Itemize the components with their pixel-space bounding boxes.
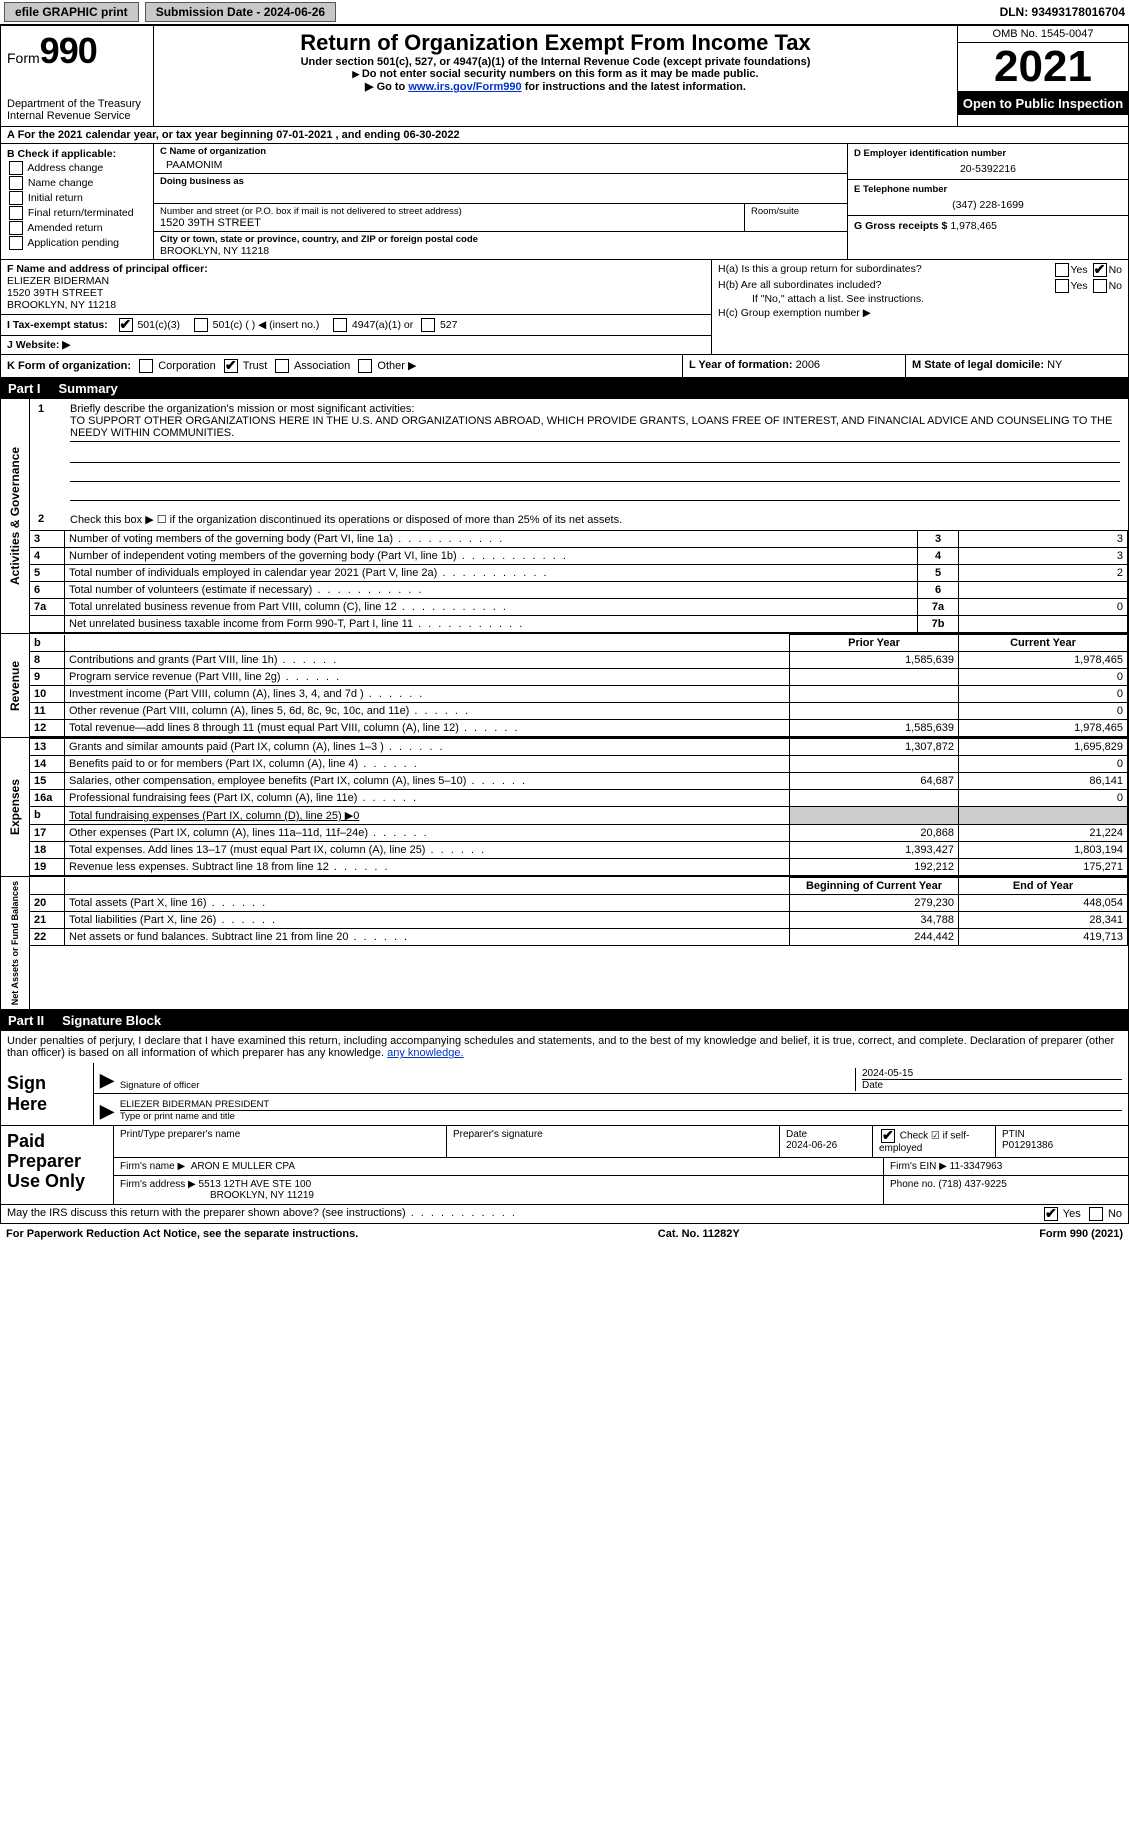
revenue-table: bPrior YearCurrent Year8Contributions an…: [30, 634, 1128, 737]
section-h: H(a) Is this a group return for subordin…: [712, 260, 1128, 322]
ck-4947[interactable]: [333, 318, 347, 332]
firm-ein: 11-3347963: [950, 1161, 1003, 1172]
ein-value: 20-5392216: [854, 159, 1122, 175]
ck-initial-return[interactable]: Initial return: [7, 191, 147, 205]
dln-label: DLN: 93493178016704: [1000, 5, 1125, 19]
sig-arrow-icon: ▶: [100, 1101, 114, 1122]
ck-hb-no[interactable]: [1093, 279, 1107, 293]
ck-address-change[interactable]: Address change: [7, 161, 147, 175]
dept-label: Department of the Treasury: [7, 98, 147, 110]
ck-name-change[interactable]: Name change: [7, 176, 147, 190]
expenses-table: 13Grants and similar amounts paid (Part …: [30, 738, 1128, 876]
form-title: Return of Organization Exempt From Incom…: [160, 30, 951, 56]
any-knowledge-link[interactable]: any knowledge.: [387, 1047, 463, 1059]
officer-name-title: ELIEZER BIDERMAN PRESIDENT: [120, 1099, 1122, 1110]
ck-trust[interactable]: [224, 359, 238, 373]
form-sub3: ▶ Go to www.irs.gov/Form990 for instruct…: [160, 80, 951, 93]
org-street: 1520 39TH STREET: [160, 217, 738, 229]
ck-corp[interactable]: [139, 359, 153, 373]
ck-discuss-yes[interactable]: [1044, 1207, 1058, 1221]
irs-link[interactable]: www.irs.gov/Form990: [408, 81, 521, 93]
omb-number: OMB No. 1545-0047: [958, 26, 1128, 43]
ck-assoc[interactable]: [275, 359, 289, 373]
org-city: BROOKLYN, NY 11218: [160, 245, 841, 257]
section-k: K Form of organization: Corporation Trus…: [1, 355, 683, 377]
ck-ha-yes[interactable]: [1055, 263, 1069, 277]
section-l: L Year of formation: 2006: [683, 355, 906, 377]
tab-net-assets: Net Assets or Fund Balances: [1, 877, 30, 1009]
perjury-declaration: Under penalties of perjury, I declare th…: [1, 1031, 1128, 1063]
line2-text: Check this box ▶ ☐ if the organization d…: [70, 514, 622, 526]
submission-date-button[interactable]: Submission Date - 2024-06-26: [145, 2, 336, 22]
section-d: D Employer identification number 20-5392…: [848, 144, 1128, 259]
section-c: C Name of organization PAAMONIM Doing bu…: [154, 144, 848, 259]
mission-text: TO SUPPORT OTHER ORGANIZATIONS HERE IN T…: [70, 415, 1120, 442]
part2-bar: Part II Signature Block: [0, 1010, 1129, 1031]
tab-revenue: Revenue: [1, 634, 30, 737]
section-f: F Name and address of principal officer:…: [1, 260, 711, 315]
gross-receipts-value: 1,978,465: [950, 220, 997, 232]
sign-here-label: Sign Here: [1, 1063, 94, 1125]
paid-preparer-block: Paid Preparer Use Only Print/Type prepar…: [0, 1126, 1129, 1205]
efile-print-button[interactable]: efile GRAPHIC print: [4, 2, 139, 22]
ck-self-employed[interactable]: [881, 1129, 895, 1143]
form-number: Form990: [7, 30, 147, 72]
section-i: I Tax-exempt status: 501(c)(3) 501(c) ( …: [1, 315, 711, 336]
ptin-value: P01291386: [1002, 1140, 1053, 1151]
sig-officer-label: Signature of officer: [120, 1080, 855, 1091]
part1-bar: Part I Summary: [0, 378, 1129, 399]
ck-ha-no[interactable]: [1093, 263, 1107, 277]
tax-year: 2021: [958, 43, 1128, 92]
ck-hb-yes[interactable]: [1055, 279, 1069, 293]
ck-application-pending[interactable]: Application pending: [7, 236, 147, 250]
net-assets-table: Beginning of Current YearEnd of Year20To…: [30, 877, 1128, 946]
ck-other[interactable]: [358, 359, 372, 373]
section-j: J Website: ▶: [1, 336, 711, 354]
discuss-row: May the IRS discuss this return with the…: [0, 1205, 1129, 1224]
summary-lines-3-7: 3Number of voting members of the governi…: [30, 530, 1128, 633]
top-toolbar: efile GRAPHIC print Submission Date - 20…: [0, 0, 1129, 25]
org-name: PAAMONIM: [160, 157, 841, 171]
ck-amended-return[interactable]: Amended return: [7, 221, 147, 235]
ck-501c[interactable]: [194, 318, 208, 332]
firm-phone: (718) 437-9225: [938, 1179, 1006, 1190]
ck-final-return[interactable]: Final return/terminated: [7, 206, 147, 220]
telephone-value: (347) 228-1699: [854, 195, 1122, 211]
row-a-tax-year: A For the 2021 calendar year, or tax yea…: [0, 127, 1129, 144]
firm-name: ARON E MULLER CPA: [191, 1161, 295, 1172]
section-b: B Check if applicable: Address change Na…: [1, 144, 154, 259]
tab-expenses: Expenses: [1, 738, 30, 876]
tab-activities-governance: Activities & Governance: [1, 399, 30, 633]
form-sub1: Under section 501(c), 527, or 4947(a)(1)…: [160, 56, 951, 68]
ck-501c3[interactable]: [119, 318, 133, 332]
irs-label: Internal Revenue Service: [7, 110, 147, 122]
form-header: Form990 Department of the Treasury Inter…: [0, 25, 1129, 127]
ck-527[interactable]: [421, 318, 435, 332]
open-to-public: Open to Public Inspection: [958, 92, 1128, 115]
sig-date-value: 2024-05-15: [862, 1068, 1122, 1079]
section-m: M State of legal domicile: NY: [906, 355, 1128, 377]
sig-arrow-icon: ▶: [100, 1070, 114, 1091]
ck-discuss-no[interactable]: [1089, 1207, 1103, 1221]
form-sub2: Do not enter social security numbers on …: [160, 68, 951, 80]
page-footer: For Paperwork Reduction Act Notice, see …: [0, 1224, 1129, 1244]
